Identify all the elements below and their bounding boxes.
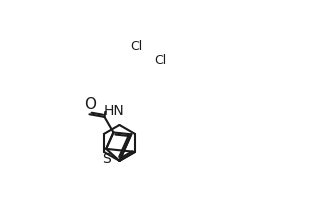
Text: Cl: Cl: [155, 54, 167, 67]
Text: S: S: [102, 152, 111, 166]
Text: O: O: [84, 97, 96, 112]
Text: HN: HN: [103, 104, 124, 118]
Text: Cl: Cl: [130, 40, 142, 53]
